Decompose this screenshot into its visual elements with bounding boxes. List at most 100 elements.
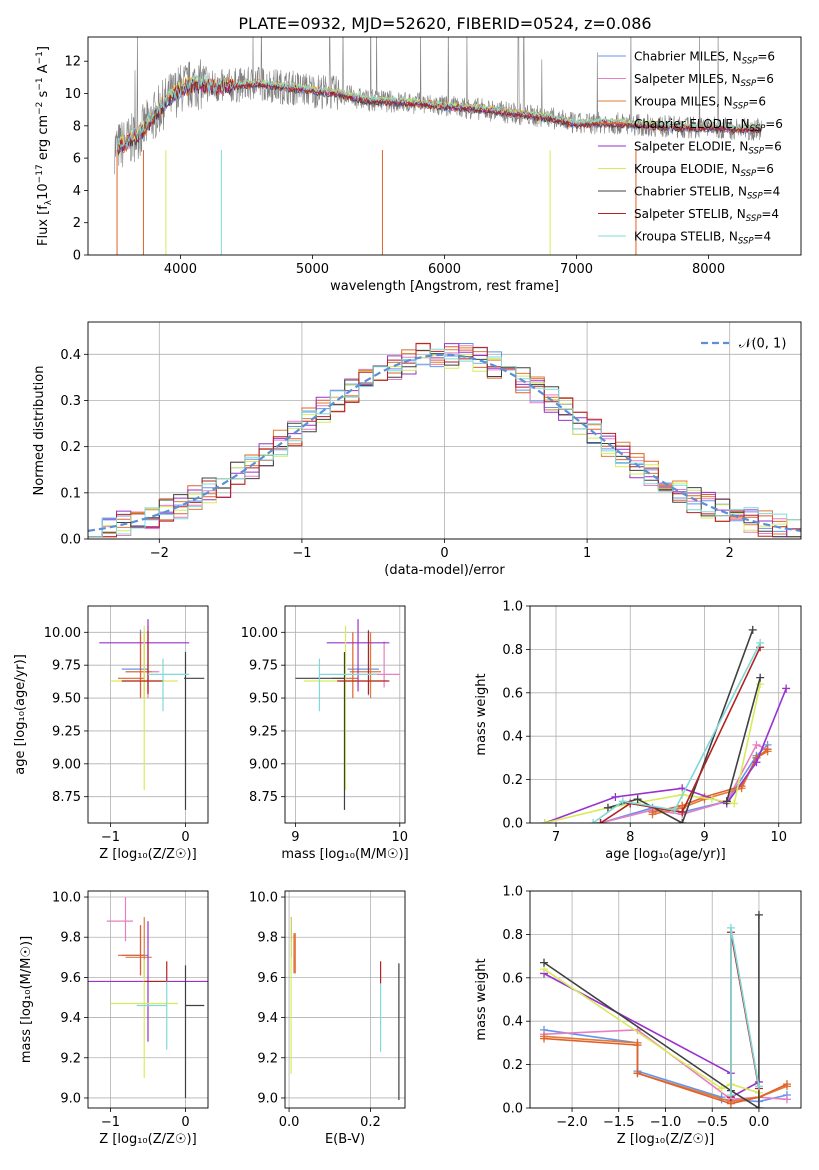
- legend-label: Chabrier MILES, NSSP=6: [634, 50, 775, 67]
- axes-frame: [284, 605, 406, 824]
- legend-val: =6: [764, 140, 782, 154]
- y-axis-label: age [log₁₀(age/yr)]: [13, 654, 28, 775]
- y-tick-label: 9.0: [60, 1091, 81, 1106]
- legend-label: Kroupa MILES, NSSP=6: [634, 95, 766, 112]
- label-part: ]: [36, 46, 51, 51]
- y-tick-label: 9.8: [257, 931, 278, 946]
- weight-line: [544, 688, 787, 823]
- y-tick-label: 0.2: [502, 773, 523, 788]
- y-tick-label: 10.0: [52, 891, 81, 906]
- y-axis-label: mass weight: [474, 673, 489, 755]
- weight-line: [600, 646, 761, 823]
- model-spectrum: [116, 74, 762, 153]
- legend-val: =6: [765, 117, 783, 131]
- x-tick-label: 0: [181, 830, 189, 845]
- label-part: Flux [f: [36, 205, 51, 246]
- legend-sub: SSP: [748, 147, 764, 157]
- weight-marker: [633, 1069, 642, 1078]
- y-tick-label: 9.25: [52, 724, 81, 739]
- x-tick-label: 4000: [164, 262, 197, 277]
- figure-title: PLATE=0932, MJD=52620, FIBERID=0524, z=0…: [238, 14, 651, 33]
- weight-line: [726, 677, 761, 802]
- y-tick-label: 0: [73, 249, 81, 264]
- legend-label: Kroupa STELIB, NSSP=4: [634, 230, 771, 247]
- y-tick-label: 0.0: [60, 533, 81, 548]
- y-tick-label: 1.0: [502, 600, 523, 615]
- label-part: −2: [35, 102, 45, 115]
- y-tick-label: 8: [73, 119, 81, 134]
- weight-line: [544, 683, 761, 823]
- x-tick-label: 8: [626, 830, 634, 845]
- x-tick-label: 8000: [692, 262, 725, 277]
- y-tick-label: 8.75: [52, 790, 81, 805]
- plot-area: [88, 342, 801, 538]
- y-tick-label: 0.8: [502, 928, 523, 943]
- y-tick-label: 9.50: [52, 692, 81, 707]
- y-tick-label: 0.3: [60, 394, 81, 409]
- y-axis-label: mass [log₁₀(M/M☉)]: [19, 936, 34, 1063]
- plot-area: [99, 619, 205, 810]
- legend-name: Kroupa MILES, N: [634, 95, 733, 109]
- legend-label: Chabrier STELIB, NSSP=4: [634, 185, 780, 202]
- weight-marker: [678, 819, 687, 823]
- weight-line: [543, 914, 760, 1108]
- weight-marker: [763, 745, 772, 754]
- legend-name: Chabrier MILES, N: [634, 50, 742, 64]
- y-tick-label: 0.4: [502, 1015, 523, 1030]
- label-part: λ: [44, 199, 54, 205]
- legend-sub: SSP: [742, 57, 758, 67]
- legend-sub: SSP: [741, 169, 757, 179]
- y-tick-label: 9.0: [257, 1091, 278, 1106]
- mass-vs-ebv-panel: 0.0 0.2 9.0 9.2 9.4 9.6 9.8 10.0 E(B-V): [249, 891, 406, 1147]
- y-tick-label: 9.00: [52, 757, 81, 772]
- weight-line: [730, 932, 760, 1098]
- y-tick-label: 9.2: [257, 1051, 278, 1066]
- y-tick-label: 2: [73, 216, 81, 231]
- weight-marker: [589, 819, 598, 823]
- y-tick-label: 0.0: [502, 817, 523, 832]
- legend-val: =4: [763, 185, 781, 199]
- label-part: A: [36, 64, 51, 77]
- x-tick-label: 10: [392, 830, 409, 845]
- weight-marker: [540, 1034, 549, 1043]
- x-axis-label: Z [log₁₀(Z/Z☉)]: [99, 847, 196, 862]
- weight-marker: [722, 797, 731, 806]
- legend-name: Kroupa ELODIE, N: [634, 162, 741, 176]
- legend-val: =6: [756, 162, 774, 176]
- x-tick-label: −1: [292, 546, 311, 561]
- age-vs-metallicity-panel: −1 0 8.75 9.00 9.25 9.50 9.75 10.00 Z [log₁₀(Z/Z…: [13, 605, 209, 862]
- plot-area: [290, 917, 400, 1100]
- weight-marker: [726, 1090, 735, 1099]
- weight-marker: [752, 740, 761, 749]
- legend-sub: SSP: [733, 102, 749, 112]
- legend-label: Chabrier ELODIE, NSSP=6: [634, 117, 783, 134]
- weight-line: [600, 744, 769, 823]
- x-tick-label: 10: [770, 830, 787, 845]
- legend-name: Kroupa STELIB, N: [634, 230, 738, 244]
- legend-sub: SSP: [746, 214, 762, 224]
- legend-sub: SSP: [741, 79, 757, 89]
- weight-marker: [754, 910, 763, 919]
- plot-area: [540, 910, 791, 1108]
- y-tick-label: 10: [64, 87, 81, 102]
- y-tick-label: 12: [64, 55, 81, 70]
- weight-marker: [540, 819, 549, 823]
- y-tick-label: 0.1: [60, 486, 81, 501]
- x-tick-label: −1.0: [650, 1115, 682, 1130]
- axes-frame: [87, 36, 802, 256]
- y-tick-label: 0.4: [502, 730, 523, 745]
- x-axis-label: wavelength [Angstrom, rest frame]: [330, 279, 559, 294]
- plot-area: [88, 897, 208, 1098]
- weight-marker: [618, 797, 627, 806]
- y-axis-label: Normed distribution: [32, 366, 47, 496]
- weight-line: [543, 968, 760, 1094]
- legend-sub: SSP: [738, 237, 754, 247]
- y-tick-label: 9.4: [60, 1011, 81, 1026]
- model-spectrum: [116, 78, 762, 155]
- weight-marker: [611, 792, 620, 801]
- axes-frame: [87, 605, 209, 824]
- weight-marker: [596, 819, 605, 823]
- weight-marker: [754, 1082, 763, 1091]
- axes-frame: [87, 890, 209, 1109]
- legend-label: 𝒩(0, 1): [739, 337, 786, 352]
